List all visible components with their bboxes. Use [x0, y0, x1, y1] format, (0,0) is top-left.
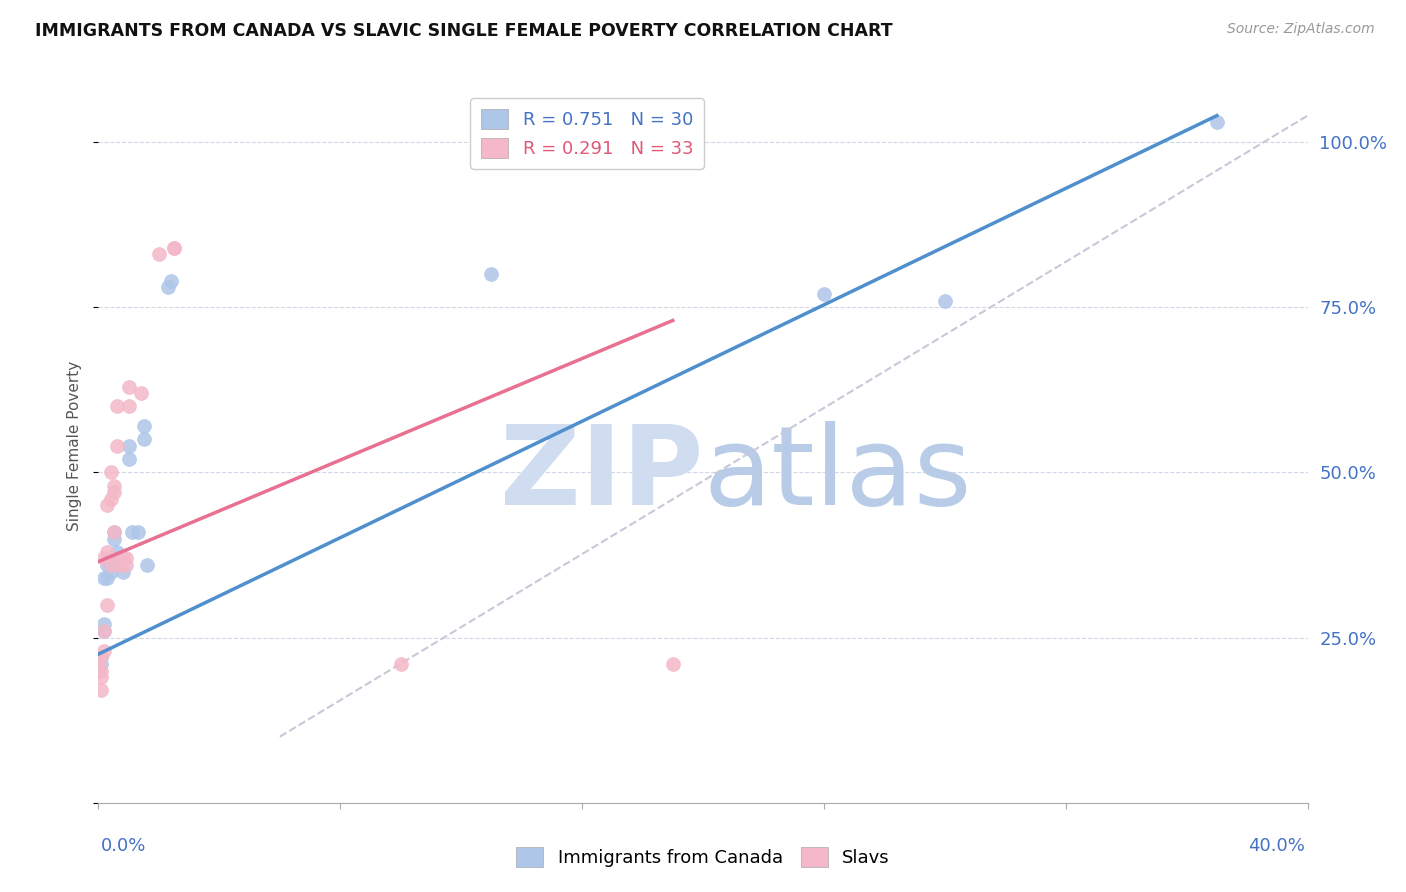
Text: 0.0%: 0.0%: [101, 837, 146, 855]
Point: [103, 478, 125, 492]
Point: [129, 386, 152, 401]
Point: [87, 657, 110, 671]
Point: [118, 400, 141, 414]
Point: [114, 558, 136, 572]
Point: [132, 419, 155, 434]
Point: [93, 617, 115, 632]
Point: [96, 571, 118, 585]
Point: [87, 650, 110, 665]
Point: [90, 650, 112, 665]
Point: [87, 664, 110, 678]
Point: [93, 624, 115, 638]
Point: [108, 558, 131, 572]
Point: [93, 644, 115, 658]
Point: [90, 664, 112, 678]
Point: [96, 558, 118, 572]
Point: [93, 624, 115, 638]
Point: [114, 551, 136, 566]
Point: [100, 491, 122, 506]
Point: [127, 524, 149, 539]
Point: [90, 650, 112, 665]
Point: [132, 433, 155, 447]
Point: [156, 280, 179, 294]
Legend: R = 0.751   N = 30, R = 0.291   N = 33: R = 0.751 N = 30, R = 0.291 N = 33: [470, 98, 704, 169]
Point: [389, 657, 412, 671]
Point: [105, 551, 128, 566]
Point: [118, 452, 141, 467]
Text: 40.0%: 40.0%: [1249, 837, 1305, 855]
Y-axis label: Single Female Poverty: Single Female Poverty: [67, 361, 83, 531]
Point: [93, 571, 115, 585]
Point: [111, 565, 134, 579]
Point: [111, 551, 134, 566]
Point: [103, 524, 125, 539]
Point: [163, 241, 186, 255]
Text: ZIP: ZIP: [499, 421, 703, 528]
Point: [481, 267, 503, 281]
Point: [100, 565, 122, 579]
Point: [100, 558, 122, 572]
Point: [90, 657, 112, 671]
Point: [96, 598, 118, 612]
Point: [100, 466, 122, 480]
Point: [163, 241, 186, 255]
Point: [118, 439, 141, 453]
Point: [103, 485, 125, 500]
Point: [662, 657, 685, 671]
Text: Source: ZipAtlas.com: Source: ZipAtlas.com: [1227, 22, 1375, 37]
Point: [87, 650, 110, 665]
Point: [96, 499, 118, 513]
Point: [90, 670, 112, 684]
Point: [100, 558, 122, 572]
Point: [90, 683, 112, 698]
Legend: Immigrants from Canada, Slavs: Immigrants from Canada, Slavs: [509, 839, 897, 874]
Text: IMMIGRANTS FROM CANADA VS SLAVIC SINGLE FEMALE POVERTY CORRELATION CHART: IMMIGRANTS FROM CANADA VS SLAVIC SINGLE …: [35, 22, 893, 40]
Point: [108, 558, 131, 572]
Point: [96, 545, 118, 559]
Point: [93, 551, 115, 566]
Point: [105, 545, 128, 559]
Text: atlas: atlas: [703, 421, 972, 528]
Point: [118, 379, 141, 393]
Point: [121, 524, 143, 539]
Point: [1206, 115, 1229, 129]
Point: [103, 532, 125, 546]
Point: [148, 247, 170, 261]
Point: [108, 551, 131, 566]
Point: [105, 400, 128, 414]
Point: [105, 439, 128, 453]
Point: [813, 287, 835, 301]
Point: [103, 524, 125, 539]
Point: [160, 274, 183, 288]
Point: [934, 293, 956, 308]
Point: [135, 558, 157, 572]
